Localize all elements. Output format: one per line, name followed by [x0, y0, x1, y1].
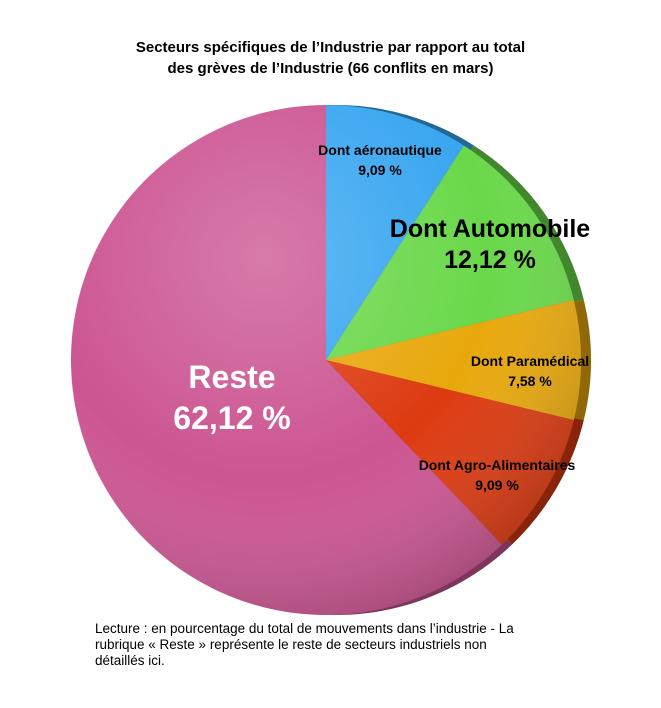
slice-value-label-dont-paramedical: 7,58 %	[508, 373, 552, 389]
caption: Lecture : en pourcentage du total de mou…	[95, 621, 595, 669]
slice-value-label-dont-agro-alimentaires: 9,09 %	[475, 477, 519, 493]
caption-line-2: rubrique « Reste » représente le reste d…	[95, 637, 487, 652]
chart-title-line-2: des grèves de l’Industrie (66 conflits e…	[167, 60, 494, 77]
slice-label-dont-agro-alimentaires: Dont Agro-Alimentaires	[419, 457, 576, 473]
slice-label-dont-automobile: Dont Automobile	[390, 215, 591, 243]
caption-line-3: détaillés ici.	[95, 653, 165, 668]
chart-title-line-1: Secteurs spécifiques de l’Industrie par …	[135, 39, 526, 56]
pie-labels: Dont aéronautique 9,09 % Dont Automobile 12…	[173, 142, 590, 493]
slice-label-reste: Reste	[188, 359, 275, 395]
slice-value-label-dont-automobile: 12,12 %	[444, 246, 536, 274]
caption-line-1: Lecture : en pourcentage du total de mou…	[95, 621, 514, 636]
slice-value-label-reste: 62,12 %	[173, 400, 290, 436]
chart-title: Secteurs spécifiques de l’Industrie par …	[0, 37, 661, 79]
slice-value-label-dont-aeronautique: 9,09 %	[358, 162, 402, 178]
slice-label-dont-aeronautique: Dont aéronautique	[318, 142, 442, 158]
slice-label-dont-paramedical: Dont Paramédical	[471, 353, 589, 369]
